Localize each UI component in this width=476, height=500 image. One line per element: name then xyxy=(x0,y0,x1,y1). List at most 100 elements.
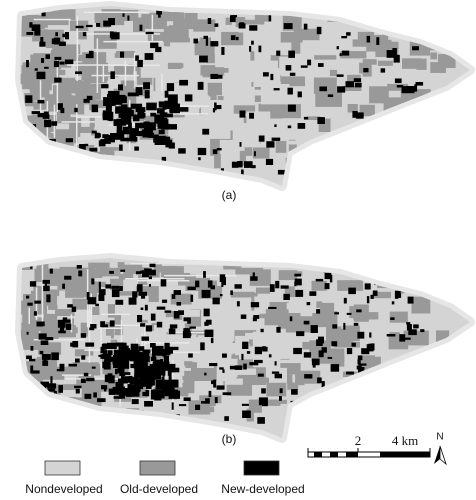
land-patch xyxy=(115,106,123,114)
land-patch xyxy=(67,304,73,308)
land-patch xyxy=(183,317,190,322)
land-patch xyxy=(167,380,174,389)
land-patch xyxy=(156,306,166,310)
land-patch xyxy=(22,403,44,420)
land-patch xyxy=(105,106,112,116)
land-patch xyxy=(129,131,140,136)
land-patch xyxy=(427,377,444,390)
land-patch xyxy=(103,350,108,359)
land-patch xyxy=(203,35,208,39)
land-patch xyxy=(307,409,316,414)
land-patch xyxy=(127,92,139,97)
land-patch xyxy=(166,83,175,92)
land-patch xyxy=(89,414,94,420)
land-patch xyxy=(412,46,419,51)
land-patch xyxy=(138,46,158,58)
land-patch xyxy=(287,87,293,95)
land-patch xyxy=(25,15,40,25)
land-patch xyxy=(98,294,105,301)
land-patch xyxy=(142,360,148,368)
land-patch xyxy=(59,61,65,65)
land-patch xyxy=(202,294,209,298)
land-patch xyxy=(434,374,461,382)
land-patch xyxy=(289,316,293,322)
land-patch xyxy=(316,309,321,314)
land-patch xyxy=(157,108,165,114)
land-patch xyxy=(42,354,51,360)
land-patch xyxy=(398,15,424,30)
land-patch xyxy=(103,361,111,370)
land-patch xyxy=(393,54,400,63)
land-patch xyxy=(372,290,378,296)
land-patch xyxy=(85,363,101,376)
land-patch xyxy=(231,161,239,168)
land-patch xyxy=(37,112,45,118)
land-patch xyxy=(81,355,86,360)
land-patch xyxy=(189,326,196,329)
land-patch xyxy=(123,372,131,375)
land-patch xyxy=(304,374,313,379)
land-patch xyxy=(52,366,80,375)
land-patch xyxy=(104,356,115,362)
land-patch xyxy=(279,388,283,394)
land-patch xyxy=(55,309,75,316)
land-patch xyxy=(59,324,65,332)
land-patch xyxy=(161,74,163,92)
land-patch xyxy=(39,80,42,116)
land-patch xyxy=(139,24,143,31)
land-patch xyxy=(31,397,41,415)
land-patch xyxy=(164,351,171,355)
land-patch xyxy=(274,373,282,379)
land-patch xyxy=(406,324,412,331)
land-patch xyxy=(317,377,322,384)
land-patch xyxy=(80,378,86,383)
land-patch xyxy=(128,122,132,129)
land-patch xyxy=(71,306,77,312)
land-patch xyxy=(105,284,112,289)
land-patch xyxy=(150,343,156,348)
land-patch xyxy=(297,123,306,129)
land-patch xyxy=(234,313,260,325)
land-patch xyxy=(418,383,438,392)
land-patch xyxy=(26,402,32,408)
land-patch xyxy=(111,285,120,289)
land-patch xyxy=(163,26,188,40)
land-patch xyxy=(113,362,125,368)
land-patch xyxy=(147,375,154,382)
land-patch xyxy=(122,110,130,120)
land-patch xyxy=(74,385,82,389)
land-patch xyxy=(300,411,304,419)
land-patch xyxy=(161,387,173,392)
land-patch xyxy=(45,54,50,59)
land-patch xyxy=(115,299,124,305)
land-patch xyxy=(101,84,109,89)
land-patch xyxy=(132,291,138,298)
land-patch xyxy=(274,124,277,127)
land-patch xyxy=(230,35,236,41)
land-patch xyxy=(353,78,362,83)
land-patch xyxy=(21,329,39,341)
land-patch xyxy=(390,383,394,388)
land-patch xyxy=(366,296,370,304)
land-patch xyxy=(142,349,151,354)
land-patch xyxy=(168,367,180,373)
land-patch xyxy=(346,371,354,375)
land-patch xyxy=(112,386,119,395)
land-patch xyxy=(91,278,95,285)
land-patch xyxy=(423,115,451,127)
land-patch xyxy=(223,368,257,375)
land-patch xyxy=(292,410,300,418)
land-patch xyxy=(266,141,275,148)
land-patch xyxy=(31,111,40,115)
land-patch xyxy=(145,325,153,332)
land-patch xyxy=(134,42,163,49)
scale-label: 4 km xyxy=(392,433,418,448)
land-patch xyxy=(163,113,209,115)
land-patch xyxy=(260,85,289,105)
land-patch xyxy=(86,33,161,35)
land-patch xyxy=(401,86,408,94)
land-patch xyxy=(73,118,82,131)
land-patch xyxy=(120,51,125,58)
land-patch xyxy=(269,301,287,313)
land-patch xyxy=(204,372,207,376)
